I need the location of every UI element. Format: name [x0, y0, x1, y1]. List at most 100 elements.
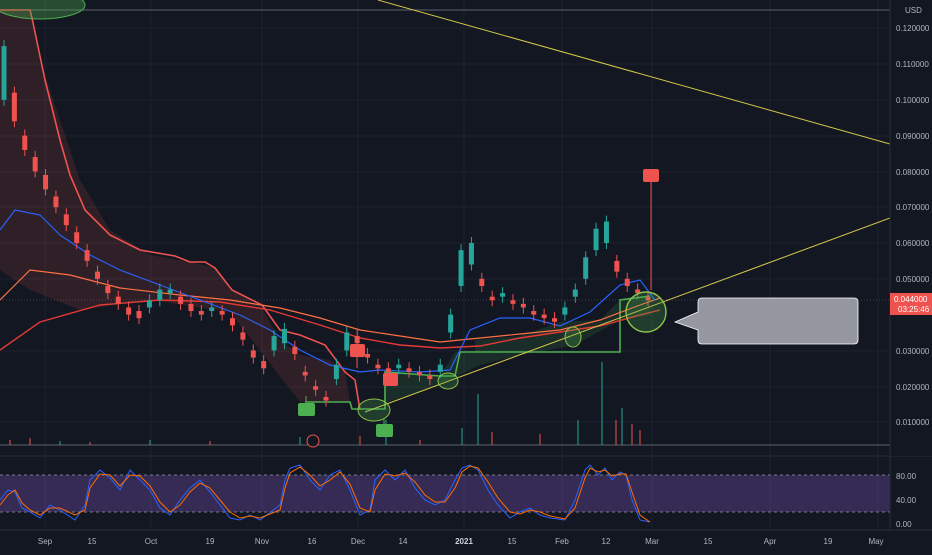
signal-label-buy-1[interactable]: [298, 396, 315, 416]
lower-trend-line[interactable]: [364, 217, 891, 413]
slow-moving-average: [0, 299, 661, 351]
signal-label-buy-2[interactable]: [376, 418, 393, 437]
candle-body: [406, 368, 412, 372]
candle-body: [396, 364, 402, 369]
candle-body: [448, 314, 454, 333]
candle-body: [510, 300, 516, 304]
candle-body: [240, 332, 246, 340]
candle-body: [333, 364, 339, 380]
price-tick: 0.090000: [896, 132, 930, 141]
candle-body: [84, 250, 90, 261]
supertrend-up-line: [305, 295, 651, 410]
candle-body: [385, 368, 391, 372]
price-tick: 0.050000: [896, 275, 930, 284]
highlight-ellipse[interactable]: [357, 398, 391, 422]
stochastic-oscillator-pane[interactable]: [0, 455, 932, 523]
candle-body: [198, 311, 204, 315]
time-tick: Oct: [145, 537, 158, 546]
candle-body: [500, 293, 506, 297]
candle-body: [489, 296, 495, 301]
oscillator-band: [0, 475, 890, 512]
bar-countdown: 03:25:46: [898, 305, 930, 314]
candle-body: [344, 332, 350, 351]
bullish-cloud: [360, 296, 650, 410]
candle-body: [468, 243, 474, 265]
annotation-callout[interactable]: [673, 297, 859, 345]
candle-body: [479, 278, 485, 286]
candle-body: [261, 361, 267, 369]
stoch-d-line: [0, 465, 651, 523]
candle-body: [209, 307, 215, 312]
price-tick: 0.010000: [896, 418, 930, 427]
oscillator-tick: 40.00: [896, 496, 917, 505]
candle-body: [94, 271, 100, 279]
highlight-ellipse[interactable]: [564, 326, 582, 348]
earnings-event-marker[interactable]: [306, 434, 320, 448]
candle-body: [74, 232, 80, 243]
candle-body: [593, 228, 599, 251]
highlight-ellipse[interactable]: [0, 0, 86, 20]
current-price-tag: 0.044000 03:25:46: [890, 293, 932, 315]
time-tick: 12: [602, 537, 611, 546]
bearish-cloud: [0, 10, 350, 402]
price-tick: 0.070000: [896, 203, 930, 212]
candle-body: [437, 364, 443, 372]
candle-body: [53, 196, 59, 208]
candle-body: [645, 296, 651, 301]
oscillator-tick: 80.00: [896, 472, 917, 481]
highlight-ellipse[interactable]: [437, 372, 459, 390]
candle-body: [635, 289, 641, 294]
horizontal-grid: [0, 27, 890, 423]
candle-body: [603, 221, 609, 243]
price-axis[interactable]: USD 0.120000 0.110000 0.100000 0.090000 …: [889, 0, 932, 530]
candle-body: [458, 250, 464, 286]
candle-body: [354, 336, 360, 344]
currency-label: USD: [905, 6, 922, 15]
candle-body: [43, 174, 49, 190]
candle-body: [271, 336, 277, 351]
candle-body: [281, 328, 287, 344]
candle-body: [219, 311, 225, 315]
supertrend-down-line: [0, 9, 361, 411]
candle-body: [313, 386, 319, 390]
candle-body: [178, 296, 184, 304]
signal-label-sell-3[interactable]: [643, 169, 659, 290]
upper-trend-line[interactable]: [377, 0, 891, 145]
price-candles: [1, 40, 651, 407]
candle-body: [614, 260, 620, 272]
candle-body: [167, 289, 173, 294]
time-axis[interactable]: Sep 15 Oct 19 Nov 16 Dec 14 2021 15 Feb …: [0, 529, 932, 546]
candle-body: [375, 364, 381, 369]
price-tick: 0.110000: [896, 60, 929, 69]
candle-body: [416, 371, 422, 376]
candle-body: [572, 289, 578, 297]
candle-body: [562, 307, 568, 315]
time-tick: May: [868, 537, 883, 546]
time-tick: 19: [206, 537, 215, 546]
candle-body: [115, 296, 121, 304]
highlight-ellipse[interactable]: [625, 291, 667, 333]
oscillator-tick: 0.00: [896, 520, 912, 529]
candle-body: [22, 135, 28, 150]
time-tick: Dec: [351, 537, 365, 546]
signal-label-sell-1[interactable]: [350, 344, 365, 368]
candle-body: [531, 311, 537, 315]
vertical-grid: [44, 0, 879, 530]
signal-label-sell-2[interactable]: [383, 373, 398, 386]
candle-body: [323, 396, 329, 401]
current-price-value: 0.044000: [894, 295, 928, 304]
candle-body: [32, 157, 38, 172]
candle-body: [583, 257, 589, 279]
price-tick: 0.020000: [896, 383, 930, 392]
candle-body: [1, 46, 7, 100]
candle-body: [126, 307, 132, 315]
time-tick: Apr: [764, 537, 777, 546]
candle-body: [188, 303, 194, 312]
candle-body: [520, 303, 526, 308]
price-tick: 0.120000: [896, 24, 930, 33]
candle-body: [541, 314, 547, 319]
candle-body: [624, 278, 630, 286]
